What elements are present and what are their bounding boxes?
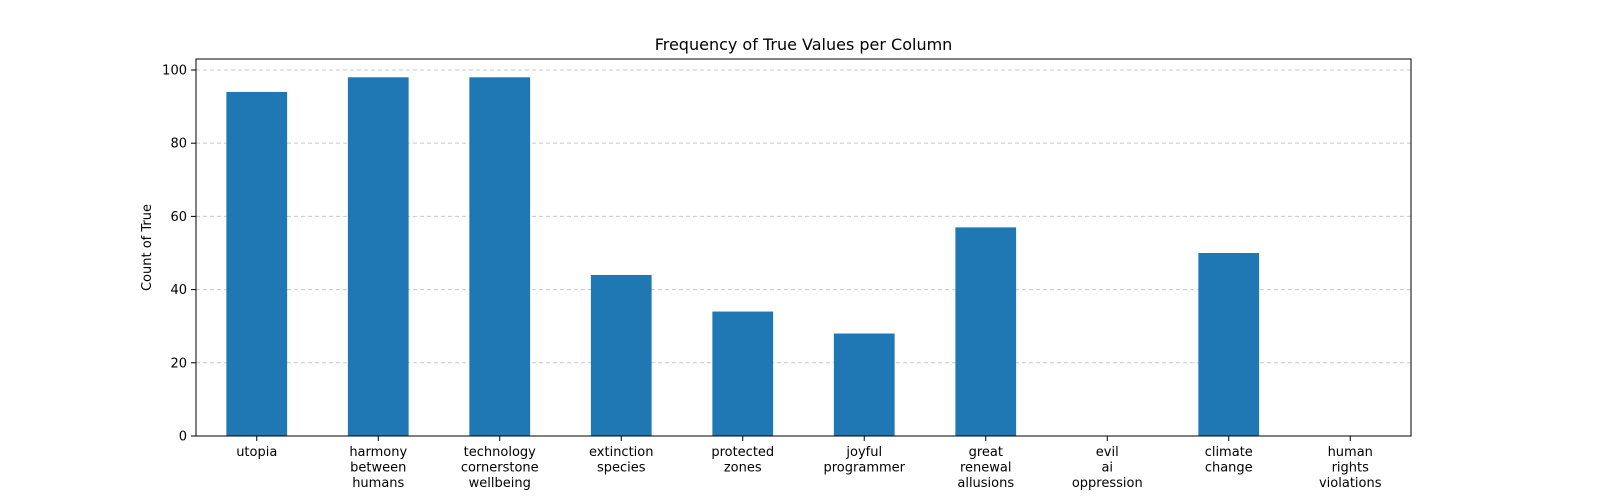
x-tick-label: climate change — [1205, 445, 1253, 476]
x-tick-label-line: climate — [1205, 445, 1253, 460]
bar — [955, 227, 1017, 436]
x-tick-label: great renewal allusions — [957, 445, 1014, 491]
x-tick-label-line: allusions — [957, 476, 1014, 491]
x-axis-ticks: utopia harmony between humans technology corn… — [236, 436, 1382, 491]
x-tick-label-line: violations — [1319, 476, 1382, 491]
bar — [1198, 252, 1260, 436]
x-tick-label-line: species — [597, 461, 646, 476]
x-tick-label: protected zones — [711, 445, 774, 476]
y-axis-ticks: 0 20 40 60 80 100 — [162, 63, 196, 445]
y-tick-label: 100 — [162, 63, 187, 78]
x-tick-label-line: rights — [1332, 461, 1370, 476]
bar — [226, 91, 288, 437]
x-tick-label: harmony between humans — [349, 445, 407, 491]
x-tick-label-line: utopia — [236, 445, 277, 460]
chart-title: Frequency of True Values per Column — [655, 35, 953, 54]
y-axis-label: Count of True — [140, 204, 155, 291]
bar — [469, 77, 531, 437]
y-tick-label: 80 — [170, 137, 187, 152]
x-tick-label-line: technology — [464, 445, 536, 460]
x-tick-label-line: human — [1328, 445, 1373, 460]
y-tick-label: 60 — [170, 210, 187, 225]
bar — [833, 333, 895, 436]
x-tick-label-line: evil — [1096, 445, 1119, 460]
x-tick-label: joyful programmer — [824, 445, 906, 476]
x-tick-label-line: cornerstone — [461, 461, 539, 476]
x-tick-label: evil ai oppression — [1072, 445, 1143, 491]
y-tick-label: 40 — [170, 283, 187, 298]
x-tick-label-line: between — [350, 461, 406, 476]
bars — [226, 77, 1260, 437]
y-tick-label: 0 — [179, 430, 187, 445]
x-tick-label-line: harmony — [349, 445, 407, 460]
x-tick-label-line: oppression — [1072, 476, 1143, 491]
x-tick-label: extinction species — [589, 445, 653, 476]
bar — [712, 311, 774, 436]
plot-frame — [195, 58, 1412, 437]
x-tick-label: utopia — [236, 445, 277, 460]
x-tick-label-line: wellbeing — [469, 476, 531, 491]
y-tick-label: 20 — [170, 356, 187, 371]
x-tick-label-line: programmer — [824, 461, 906, 476]
x-tick-label: human rights violations — [1319, 445, 1382, 491]
x-tick-label-line: great — [969, 445, 1003, 460]
x-tick-label: technology cornerstone wellbeing — [461, 445, 539, 491]
x-tick-label-line: ai — [1101, 461, 1113, 476]
bar — [347, 77, 409, 437]
x-tick-label-line: zones — [724, 461, 762, 476]
x-tick-label-line: joyful — [845, 445, 882, 460]
x-tick-label-line: renewal — [960, 461, 1012, 476]
bar — [590, 274, 652, 436]
x-tick-label-line: humans — [352, 476, 404, 491]
x-tick-label-line: protected — [711, 445, 774, 460]
x-tick-label-line: extinction — [589, 445, 653, 460]
x-tick-label-line: change — [1205, 461, 1253, 476]
